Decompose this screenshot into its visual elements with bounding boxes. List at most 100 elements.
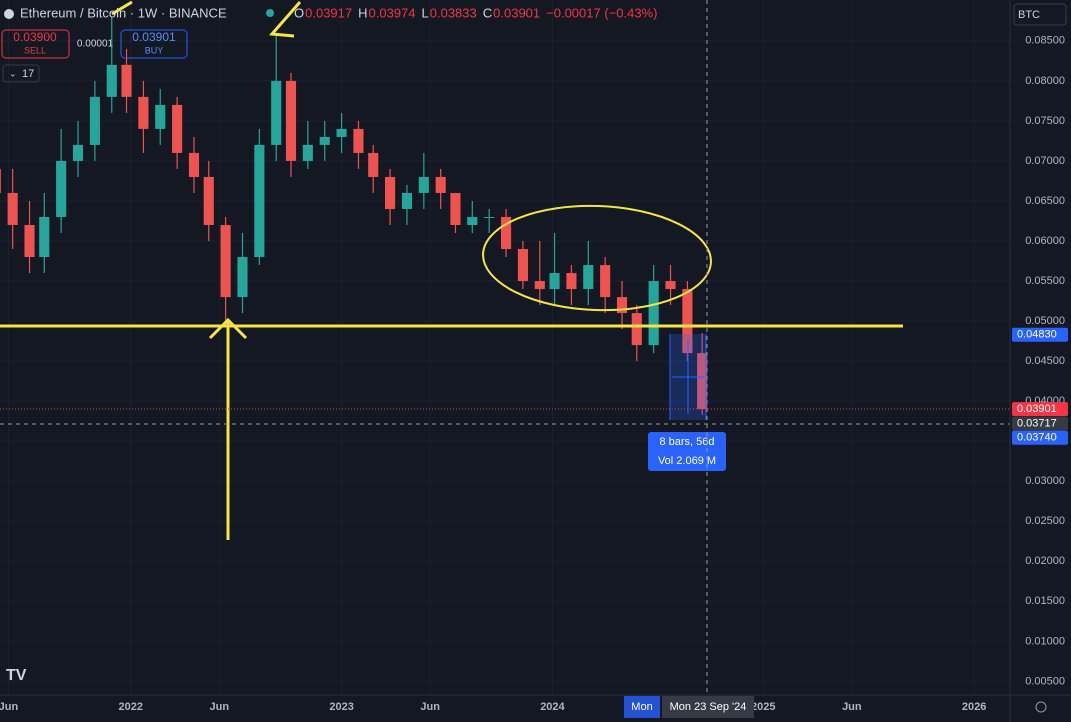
price-tag — [1012, 430, 1068, 445]
y-tick-label: 0.01000 — [1025, 635, 1065, 647]
price-tag-label: 0.04830 — [1017, 329, 1057, 341]
candle-body — [24, 224, 35, 258]
candle-body — [484, 216, 495, 218]
candle — [583, 241, 594, 306]
candle — [368, 144, 379, 193]
candle — [450, 192, 461, 234]
chevron: ⌄ — [9, 68, 17, 78]
drawn-ellipse — [482, 204, 712, 312]
candle-body — [368, 152, 379, 177]
candle — [682, 281, 693, 362]
candle-body — [237, 257, 248, 298]
candle — [138, 80, 149, 153]
candle-body — [450, 192, 461, 225]
ohlc-key: O — [294, 5, 304, 20]
candle — [353, 120, 364, 169]
indicator-count: 17 — [22, 68, 34, 80]
sell-label: SELL — [24, 45, 46, 55]
y-tick-label: 0.04500 — [1025, 355, 1065, 367]
candle — [697, 333, 708, 415]
price-tag-label: 0.03740 — [1017, 432, 1057, 444]
candle — [106, 16, 117, 113]
ohlc-value: 0.03917 — [305, 5, 352, 20]
candle-body — [418, 176, 429, 193]
candle-body — [401, 192, 413, 209]
candle — [285, 72, 297, 177]
price-tag-label: 0.03717 — [1017, 418, 1057, 430]
candle-body — [0, 168, 1, 193]
candle — [648, 265, 659, 354]
candle-body — [285, 80, 297, 161]
candle — [534, 241, 545, 306]
candle — [0, 168, 1, 193]
buy-price: 0.03901 — [132, 30, 176, 44]
market-status — [266, 9, 274, 17]
candle — [435, 168, 446, 209]
buy-button[interactable] — [120, 29, 188, 59]
candle-body — [106, 64, 117, 97]
indicators-toggle[interactable] — [2, 64, 40, 83]
candle-body — [89, 96, 100, 145]
candle — [7, 168, 18, 250]
price-tag-label: 0.03901 — [1017, 403, 1057, 415]
buy-label: BUY — [145, 45, 164, 55]
x-tick-label: 2023 — [329, 701, 353, 713]
ohlc-key: H — [358, 5, 367, 20]
candle — [172, 96, 183, 169]
candle — [220, 216, 231, 322]
candle — [24, 200, 35, 274]
candle — [665, 265, 676, 306]
candle — [121, 48, 132, 113]
settings-button[interactable] — [1035, 701, 1047, 713]
candle — [56, 128, 67, 234]
currency-button[interactable] — [1013, 3, 1067, 26]
candle-body — [188, 152, 200, 177]
candle — [72, 120, 84, 177]
candle-body — [319, 136, 330, 145]
candle-body — [121, 64, 132, 97]
candle — [517, 241, 528, 290]
candle-body — [467, 216, 478, 225]
candle-body — [583, 265, 594, 290]
crosshair-date: Mon 23 Sep '24 — [670, 701, 747, 713]
ohlc-value: 0.03833 — [430, 5, 477, 20]
candle-body — [7, 192, 18, 225]
candle — [484, 208, 495, 234]
crosshair-date-tag — [662, 696, 754, 718]
axes: 0.08500 0.08000 0.07500 0.07000 0.06500 0.060… — [0, 35, 1068, 713]
currency: BTC — [1018, 9, 1040, 21]
candle — [89, 80, 100, 161]
candle — [336, 112, 347, 153]
x-tick-label: Jun — [0, 701, 18, 713]
y-tick-label: 0.02000 — [1025, 555, 1065, 567]
sell-price: 0.03900 — [13, 30, 57, 44]
y-tick-label: 0.05000 — [1025, 315, 1065, 327]
candle — [155, 88, 166, 145]
candle-body — [534, 281, 545, 290]
y-tick-label: 0.08500 — [1025, 35, 1065, 47]
price-axis — [1010, 0, 1071, 722]
candle-body — [138, 96, 149, 129]
candle — [631, 305, 642, 362]
logo: TV — [6, 667, 27, 684]
candle-body — [72, 144, 84, 161]
sell-button[interactable] — [1, 29, 70, 59]
y-tick-label: 0.05500 — [1025, 275, 1065, 287]
candle-body — [500, 216, 512, 250]
candle — [467, 200, 478, 234]
candle-body — [336, 128, 347, 137]
symbol: Ethereum / Bitcoin · 1W · BINANCE — [20, 5, 227, 20]
range-start: Mon — [631, 701, 652, 713]
ohlc-value: 0.03901 — [493, 5, 540, 20]
symbol-icon — [4, 9, 14, 19]
candle — [600, 257, 611, 314]
candle-body — [648, 281, 659, 346]
x-tick-label: 2022 — [118, 701, 142, 713]
y-tick-label: 0.06500 — [1025, 195, 1065, 207]
candle — [203, 160, 214, 242]
y-tick-label: 0.02500 — [1025, 515, 1065, 527]
candle — [302, 120, 313, 169]
ohlc-value: 0.03974 — [369, 5, 416, 20]
candle — [39, 192, 50, 274]
candle-body — [302, 144, 313, 161]
